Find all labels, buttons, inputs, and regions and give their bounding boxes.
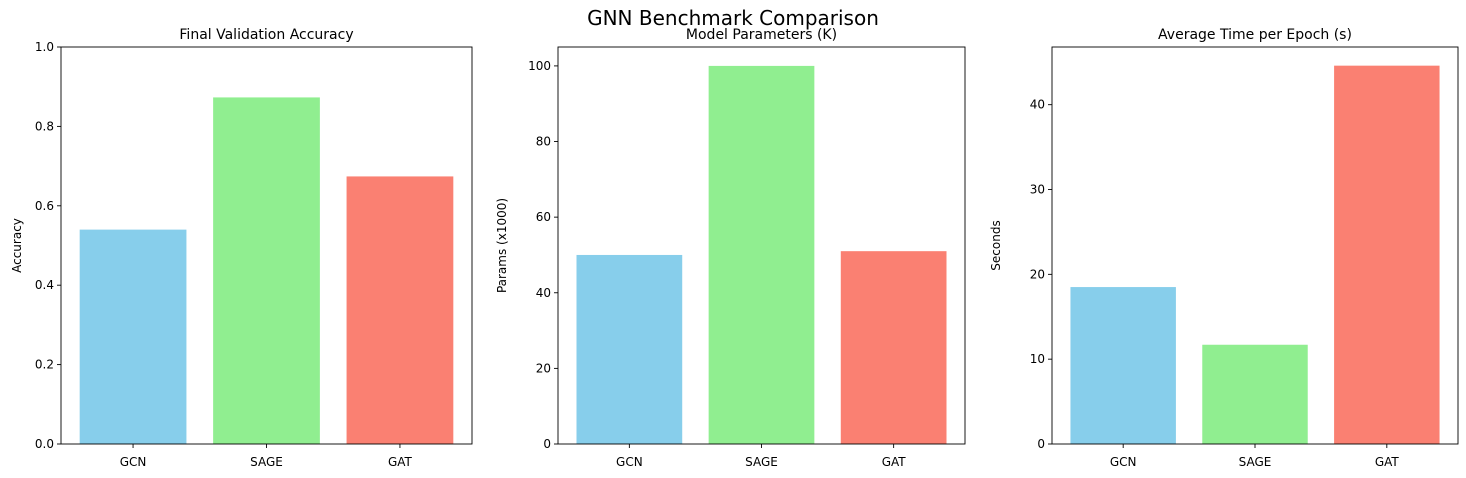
y-tick-label: 0.0 bbox=[35, 437, 54, 451]
chart-panel-3: 0 10 20 30 40 GCN SAGE GAT Average Time per Epoc… bbox=[989, 27, 1459, 469]
chart-title: Final Validation Accuracy bbox=[179, 27, 353, 43]
y-axis-label: Seconds bbox=[989, 220, 1003, 270]
x-tick-label: SAGE bbox=[250, 455, 283, 469]
y-tick-label: 40 bbox=[536, 286, 551, 300]
y-tick-label: 20 bbox=[536, 361, 551, 375]
y-tick-label: 0.2 bbox=[35, 358, 54, 372]
chart-panel-2: 0 20 40 60 80 100 GCN SAGE GAT Model Parameters (… bbox=[495, 27, 966, 469]
y-tick-label: 10 bbox=[1030, 352, 1045, 366]
bar-sage bbox=[708, 65, 815, 445]
figure-title: GNN Benchmark Comparison bbox=[587, 6, 879, 30]
chart-title: Model Parameters (K) bbox=[686, 27, 837, 43]
y-tick-label: 30 bbox=[1030, 183, 1045, 197]
bar-gcn bbox=[1070, 287, 1176, 444]
x-tick-label: GCN bbox=[616, 455, 643, 469]
bar-sage bbox=[1202, 344, 1308, 444]
y-axis-label: Params (x1000) bbox=[495, 198, 509, 293]
chart-title: Average Time per Epoch (s) bbox=[1158, 27, 1352, 43]
bar-gat bbox=[840, 251, 947, 444]
y-tick-label: 60 bbox=[536, 210, 551, 224]
x-tick-label: GCN bbox=[120, 455, 147, 469]
x-tick-label: GAT bbox=[388, 455, 413, 469]
bar-gat bbox=[346, 176, 454, 444]
y-tick-label: 0.6 bbox=[35, 199, 54, 213]
y-tick-label: 0 bbox=[543, 437, 551, 451]
x-tick-label: SAGE bbox=[745, 455, 778, 469]
x-tick-label: GAT bbox=[1375, 455, 1400, 469]
bar-gcn bbox=[576, 254, 683, 444]
y-tick-label: 0 bbox=[1037, 437, 1045, 451]
y-tick-label: 40 bbox=[1030, 98, 1045, 112]
y-tick-label: 20 bbox=[1030, 267, 1045, 281]
x-tick-label: GAT bbox=[882, 455, 907, 469]
bar-gat bbox=[1334, 65, 1440, 445]
y-tick-label: 0.4 bbox=[35, 278, 54, 292]
x-tick-label: GCN bbox=[1110, 455, 1137, 469]
y-tick-label: 80 bbox=[536, 135, 551, 149]
x-tick-label: SAGE bbox=[1239, 455, 1272, 469]
bar-sage bbox=[213, 97, 320, 444]
y-tick-label: 1.0 bbox=[35, 40, 54, 54]
chart-panel-1: 0.0 0.2 0.4 0.6 0.8 1.0 GCN SAGE GAT Final Valida… bbox=[10, 27, 473, 469]
bar-gcn bbox=[79, 229, 187, 444]
y-tick-label: 100 bbox=[528, 59, 551, 73]
y-tick-label: 0.8 bbox=[35, 119, 54, 133]
y-axis-label: Accuracy bbox=[10, 218, 24, 273]
